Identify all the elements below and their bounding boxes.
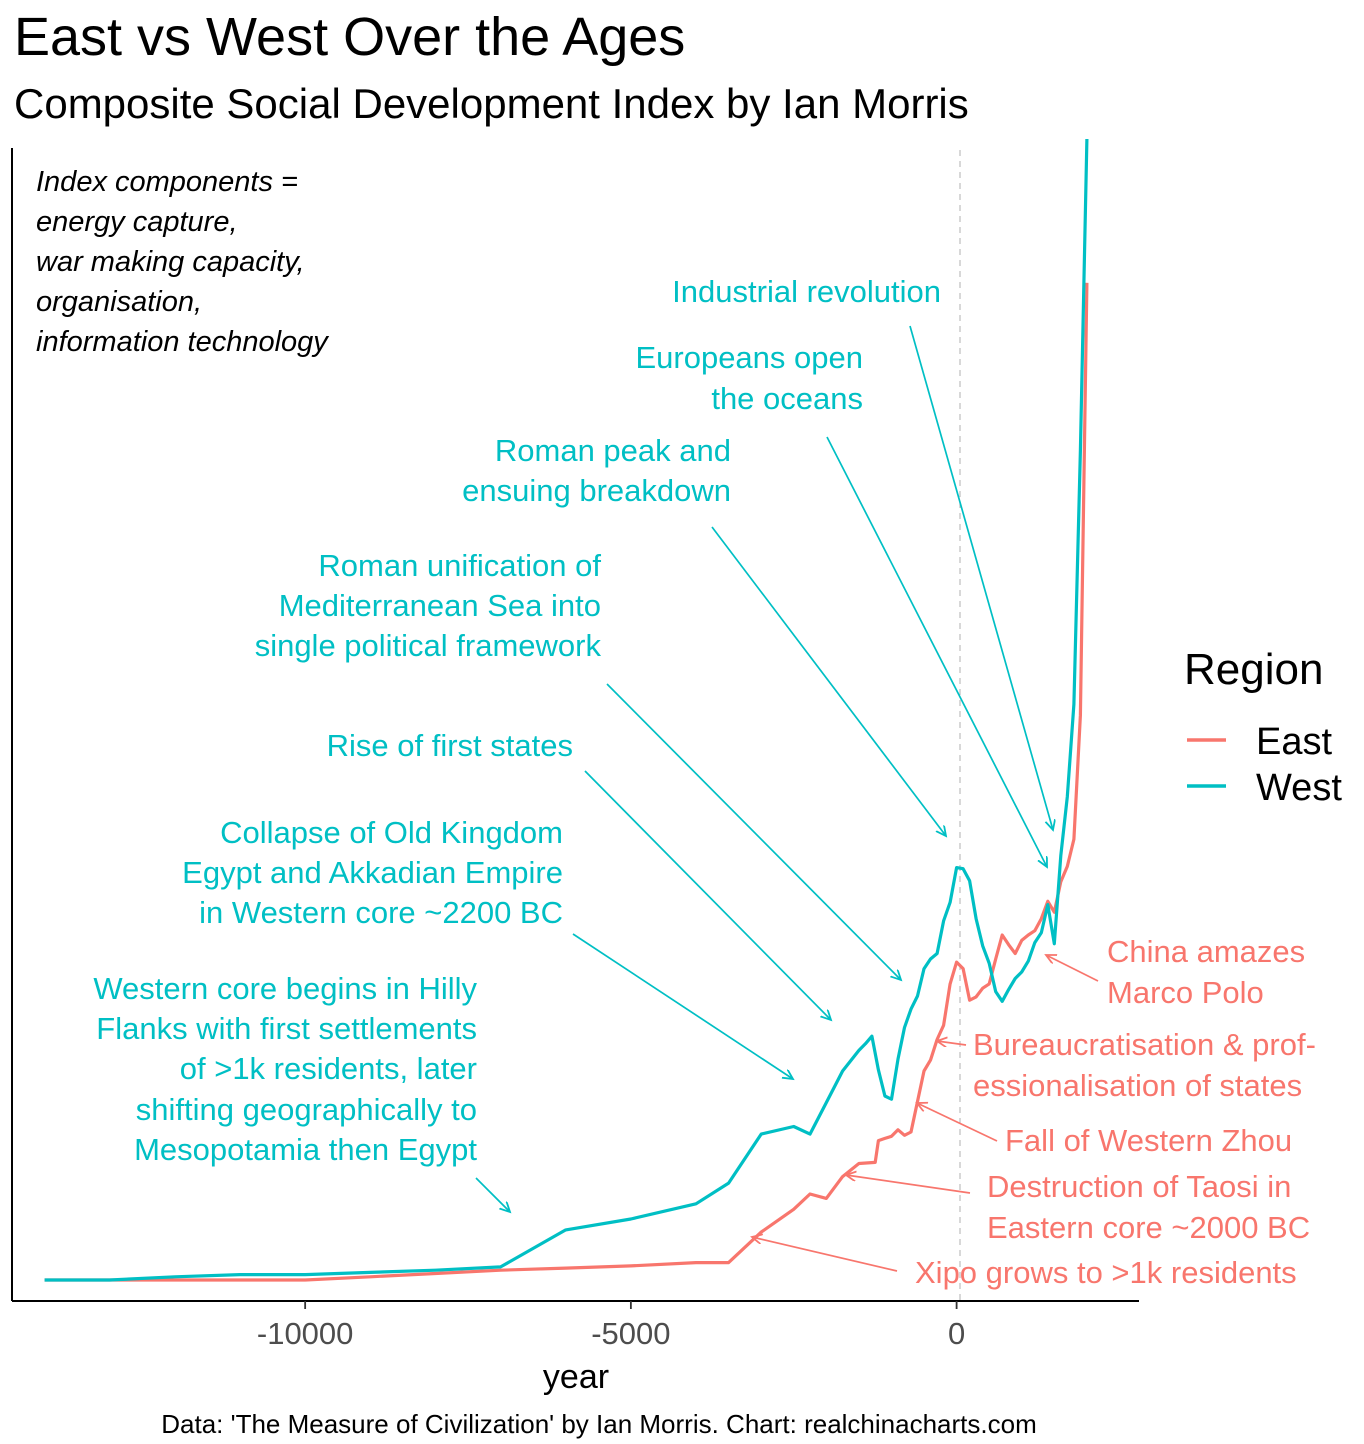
legend-label-west: West — [1256, 767, 1342, 809]
annotation-text: Europeans open — [635, 340, 863, 375]
annotation-text: the oceans — [711, 381, 863, 416]
annotation-industrial-revolution: Industrial revolution — [672, 274, 1053, 830]
annotation-text: single political framework — [255, 628, 602, 663]
annotation-text: shifting geographically to — [136, 1092, 477, 1127]
annotation-arrow — [475, 1177, 510, 1212]
annotation-fall-of-western-zhou: Fall of Western Zhou — [917, 1103, 1292, 1158]
chart-title: East vs West Over the Ages — [14, 7, 685, 67]
annotation-roman-peak: Roman peak and ensuing breakdown — [462, 433, 946, 836]
annotation-arrow — [584, 770, 831, 1020]
annotation-text: Eastern core ~2000 BC — [987, 1210, 1310, 1245]
annotation-arrow — [572, 933, 793, 1079]
annotation-text: Mediterranean Sea into — [279, 588, 601, 623]
annotation-text: Xipo grows to >1k residents — [915, 1255, 1297, 1290]
note-line-3: war making capacity, — [36, 246, 305, 278]
east-annotations: China amazes Marco Polo Bureaucratisatio… — [752, 934, 1316, 1290]
annotation-text: Egypt and Akkadian Empire — [182, 855, 563, 890]
annotation-text: Rise of first states — [327, 728, 573, 763]
note-line-1: Index components = — [36, 166, 298, 198]
annotation-arrow — [711, 526, 946, 836]
annotation-text: ensuing breakdown — [462, 473, 731, 508]
chart-caption: Data: 'The Measure of Civilization' by I… — [161, 1409, 1036, 1439]
annotation-text: in Western core ~2200 BC — [199, 895, 563, 930]
annotation-text: Destruction of Taosi in — [987, 1169, 1291, 1204]
west-annotations: Industrial revolution Europeans open the… — [93, 274, 1053, 1212]
legend-title: Region — [1184, 645, 1323, 694]
annotation-arrow — [917, 1103, 998, 1142]
annotation-text: Fall of Western Zhou — [1005, 1123, 1292, 1158]
annotation-arrow — [1046, 955, 1099, 982]
annotation-destruction-of-taosi: Destruction of Taosi in Eastern core ~20… — [846, 1169, 1310, 1245]
annotation-bureaucratisation: Bureaucratisation & prof- essionalisatio… — [937, 1027, 1316, 1103]
annotation-arrow — [937, 1041, 967, 1045]
note-line-2: energy capture, — [36, 206, 238, 238]
legend-label-east: East — [1256, 721, 1332, 763]
annotation-text: Bureaucratisation & prof- — [973, 1027, 1316, 1062]
annotation-europeans-open-oceans: Europeans open the oceans — [635, 340, 1047, 867]
annotation-text: Mesopotamia then Egypt — [134, 1132, 477, 1167]
x-axis-label: year — [543, 1358, 609, 1396]
annotation-text: Flanks with first settlements — [96, 1011, 477, 1046]
annotation-xipo-grows: Xipo grows to >1k residents — [752, 1237, 1297, 1290]
annotation-arrow — [606, 683, 901, 980]
annotation-text: Western core begins in Hilly — [93, 971, 477, 1006]
annotation-arrow — [909, 325, 1053, 830]
annotation-text: Roman peak and — [495, 433, 731, 468]
annotation-arrow — [752, 1237, 898, 1272]
series-line-west — [44, 138, 1089, 1282]
annotation-text: Collapse of Old Kingdom — [220, 815, 563, 850]
x-tick-label: -5000 — [591, 1316, 670, 1351]
annotation-text: of >1k residents, later — [180, 1051, 477, 1086]
annotation-western-core-begins: Western core begins in Hilly Flanks with… — [93, 971, 510, 1212]
legend: Region East West — [1184, 645, 1342, 809]
annotation-text: Industrial revolution — [672, 274, 941, 309]
annotation-text: Marco Polo — [1107, 975, 1264, 1010]
components-note: Index components = energy capture, war m… — [36, 166, 329, 358]
annotation-roman-unification: Roman unification of Mediterranean Sea i… — [255, 548, 901, 980]
x-tick-label: 0 — [948, 1316, 965, 1351]
chart-subtitle: Composite Social Development Index by Ia… — [14, 80, 969, 127]
annotation-china-amazes-marco-polo: China amazes Marco Polo — [1046, 934, 1305, 1010]
annotation-collapse-old-kingdom: Collapse of Old Kingdom Egypt and Akkadi… — [182, 815, 793, 1079]
x-tick-label: -10000 — [257, 1316, 354, 1351]
series-line-east — [44, 282, 1089, 1282]
annotation-text: Roman unification of — [318, 548, 601, 583]
annotation-arrow — [846, 1175, 971, 1194]
annotation-text: essionalisation of states — [973, 1068, 1302, 1103]
note-line-5: information technology — [36, 326, 329, 358]
annotation-rise-of-first-states: Rise of first states — [327, 728, 831, 1020]
x-axis-ticks: -10000 -5000 0 — [257, 1301, 965, 1351]
annotation-text: China amazes — [1107, 934, 1305, 969]
annotation-arrow — [826, 436, 1047, 867]
note-line-4: organisation, — [36, 286, 202, 318]
